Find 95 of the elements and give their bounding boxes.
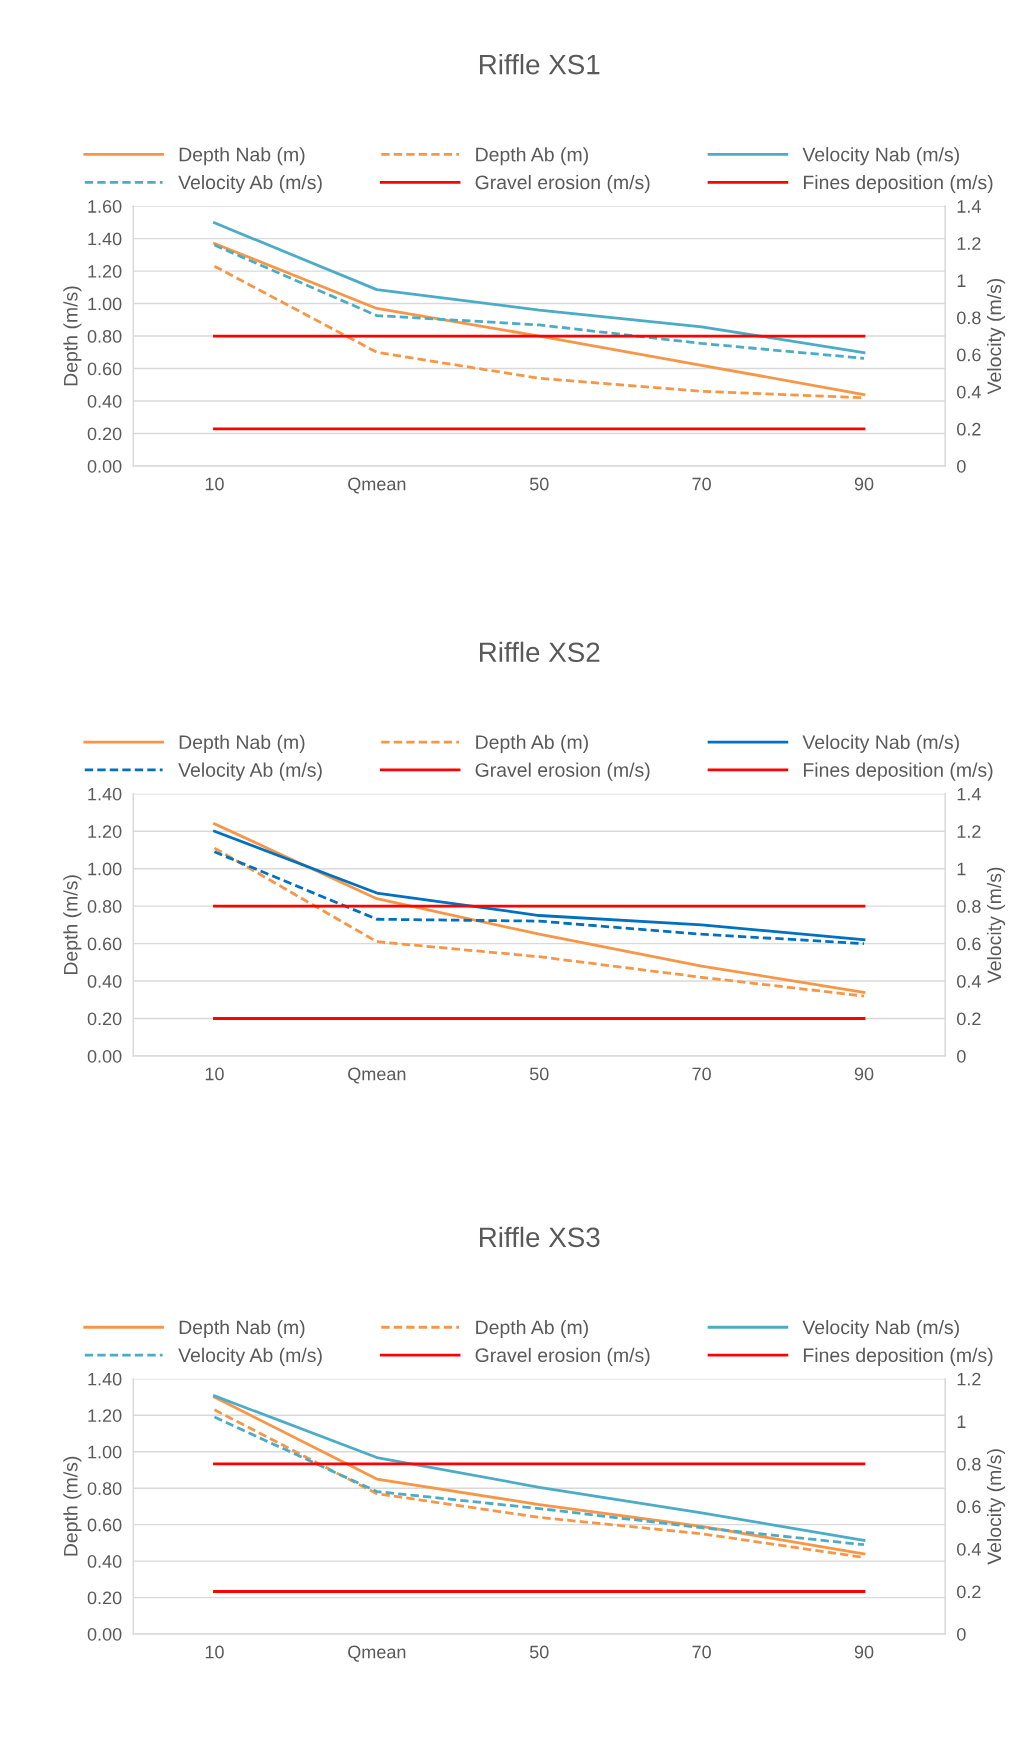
legend-label: Velocity Ab (m/s) (178, 762, 322, 781)
x-tick-label: 90 (854, 1645, 874, 1659)
y-tick-label: 0.20 (87, 427, 122, 441)
legend-label: Velocity Nab (m/s) (802, 734, 959, 753)
y2-tick-label: 0.6 (957, 937, 981, 951)
x-tick-label: Qmean (348, 1645, 406, 1662)
y2-tick-label: 0.2 (957, 1585, 981, 1599)
legend-label: Fines deposition (m/s) (803, 1347, 993, 1366)
legend-label: Velocity Ab (m/s) (178, 174, 322, 194)
x-tick-label: 50 (529, 477, 549, 491)
y-tick-label: 1.00 (88, 1445, 122, 1459)
y-axis-title: Depth (m/s) (63, 875, 82, 975)
y-tick-label: 0.40 (87, 974, 122, 988)
x-tick-label: 10 (205, 1067, 224, 1081)
y-tick-label: 1.20 (88, 1409, 122, 1422)
y-tick-label: 0.00 (87, 1627, 122, 1641)
y2-axis-title: Velocity (m/s) (986, 867, 1006, 984)
y2-tick-label: 1 (957, 274, 966, 287)
y-tick-label: 0.60 (87, 362, 122, 376)
y-tick-label: 1.00 (88, 297, 122, 311)
line-series (213, 242, 866, 396)
y2-tick-label: 0.4 (957, 1542, 981, 1556)
y2-tick-label: 0.6 (957, 348, 981, 362)
y-axis-title: Depth (m/s) (63, 1456, 82, 1556)
y-tick-label: 0.80 (87, 329, 122, 343)
y-tick-label: 0.20 (87, 1591, 122, 1605)
legend-label: Gravel erosion (m/s) (475, 1347, 650, 1366)
y-tick-label: 0.60 (87, 1518, 122, 1532)
y2-tick-label: 0.4 (957, 974, 981, 988)
line-series (213, 822, 866, 994)
y-tick-label: 0.60 (87, 937, 122, 951)
legend-label: Fines deposition (m/s) (803, 174, 993, 194)
y2-tick-label: 0.4 (957, 385, 981, 399)
y-axis-title: Depth (m/s) (63, 286, 82, 386)
y2-tick-label: 1 (957, 1415, 966, 1428)
y-tick-label: 0.80 (87, 900, 122, 913)
x-tick-label: Qmean (348, 1067, 406, 1084)
legend-label: Fines deposition (m/s) (803, 762, 993, 781)
chart-title: Riffle XS2 (479, 641, 600, 663)
y2-tick-label: 1.4 (957, 787, 981, 801)
y2-tick-label: 0 (957, 459, 966, 473)
y2-tick-label: 1.4 (957, 200, 981, 213)
legend-label: Depth Nab (m) (179, 147, 305, 166)
y2-tick-label: 0.8 (957, 1457, 981, 1471)
x-tick-label: 70 (692, 1645, 711, 1659)
y-tick-label: 0.80 (87, 1482, 122, 1495)
y-tick-label: 0.00 (87, 1049, 122, 1063)
legend-label: Gravel erosion (m/s) (475, 174, 650, 194)
y-tick-label: 1.20 (88, 265, 122, 278)
y2-axis-title: Velocity (m/s) (986, 1449, 1006, 1565)
x-tick-label: 70 (692, 1067, 711, 1081)
y2-tick-label: 0.2 (957, 422, 981, 436)
y-tick-label: 1.60 (88, 200, 122, 213)
y-tick-label: 1.00 (88, 862, 122, 876)
y-tick-label: 1.20 (88, 825, 122, 838)
line-series (213, 221, 866, 355)
legend-label: Depth Ab (m) (476, 1319, 588, 1339)
line-series (213, 829, 866, 942)
y-tick-label: 0.40 (87, 394, 122, 408)
y-tick-label: 0.00 (87, 459, 122, 473)
y-tick-label: 1.40 (88, 787, 122, 801)
y2-tick-label: 1.2 (957, 825, 981, 838)
chart-title: Riffle XS1 (479, 54, 600, 75)
line-series (213, 243, 866, 360)
legend-label: Gravel erosion (m/s) (475, 762, 650, 781)
legend-label: Depth Ab (m) (476, 147, 588, 166)
y-tick-label: 1.40 (88, 232, 122, 246)
y2-tick-label: 0.8 (957, 311, 981, 325)
x-tick-label: 70 (692, 477, 711, 491)
legend-label: Depth Nab (m) (179, 734, 305, 753)
legend-label: Velocity Nab (m/s) (802, 147, 959, 166)
y-tick-label: 1.40 (88, 1372, 122, 1386)
y2-tick-label: 1 (957, 862, 966, 876)
legend-label: Depth Ab (m) (476, 734, 588, 753)
legend-label: Velocity Ab (m/s) (178, 1347, 322, 1366)
x-tick-label: 10 (205, 1645, 224, 1659)
x-tick-label: 50 (529, 1645, 549, 1659)
y2-tick-label: 0 (957, 1627, 966, 1641)
y2-tick-label: 1.2 (957, 237, 981, 250)
legend-label: Depth Nab (m) (179, 1319, 305, 1339)
x-tick-label: Qmean (348, 477, 406, 494)
y-tick-label: 0.40 (87, 1555, 122, 1568)
x-tick-label: 90 (854, 477, 874, 491)
legend-label: Velocity Nab (m/s) (802, 1319, 959, 1339)
y2-axis-title: Velocity (m/s) (986, 278, 1006, 395)
chart-title: Riffle XS3 (479, 1226, 600, 1248)
x-tick-label: 10 (205, 477, 224, 491)
x-tick-label: 50 (529, 1067, 549, 1081)
y-tick-label: 0.20 (87, 1012, 122, 1026)
y2-tick-label: 0.2 (957, 1012, 981, 1026)
y2-tick-label: 1.2 (957, 1372, 981, 1386)
y2-tick-label: 0.6 (957, 1500, 981, 1514)
x-tick-label: 90 (854, 1067, 874, 1081)
y2-tick-label: 0 (957, 1049, 966, 1063)
y2-tick-label: 0.8 (957, 900, 981, 913)
